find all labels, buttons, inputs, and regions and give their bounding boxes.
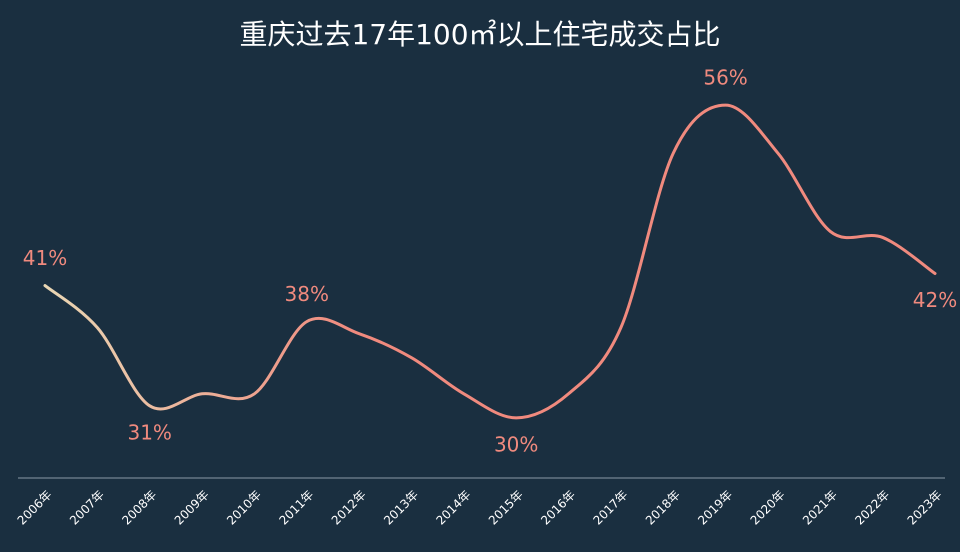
value-label: 56%: [703, 66, 747, 90]
value-label: 41%: [23, 246, 67, 270]
line: [43, 103, 937, 420]
value-label: 38%: [285, 282, 329, 306]
value-label: 42%: [913, 288, 957, 312]
value-label: 30%: [494, 432, 538, 456]
value-label: 31%: [127, 420, 171, 444]
chart-title: 重庆过去17年100㎡以上住宅成交占比: [239, 18, 720, 51]
